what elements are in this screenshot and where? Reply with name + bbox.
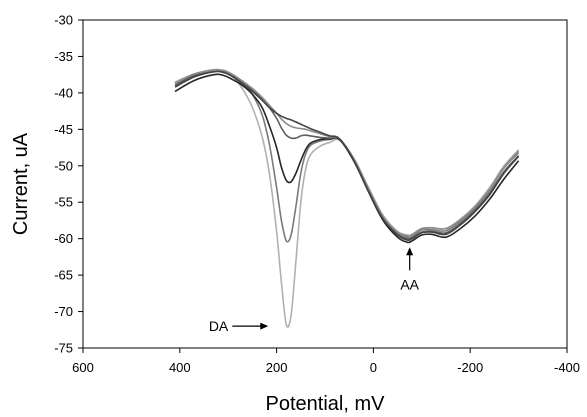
da-arrow-head (260, 322, 269, 330)
x-tick-label: 200 (266, 360, 288, 375)
series-group (174, 68, 520, 328)
series-line-3 (174, 73, 520, 244)
y-tick-label: -50 (54, 158, 73, 173)
y-axis: -30 -35 -40 -45 -50 -55 -60 -65 -70 -75 (54, 13, 83, 356)
y-tick-label: -55 (54, 195, 73, 210)
y-tick-label: -70 (54, 304, 73, 319)
series-line-4 (174, 69, 520, 240)
y-tick-label: -65 (54, 268, 73, 283)
series-line-5 (174, 69, 520, 237)
y-tick-label: -60 (54, 231, 73, 246)
x-axis: 600 400 200 0 -200 -400 (72, 348, 580, 375)
y-tick-label: -40 (54, 85, 73, 100)
y-axis-title: Current, uA (10, 132, 32, 235)
aa-annotation-label: AA (400, 276, 419, 292)
x-tick-label: -200 (457, 360, 483, 375)
y-tick-label: -45 (54, 122, 73, 137)
series-line-6 (174, 70, 520, 242)
plot-area (82, 19, 568, 349)
x-axis-title: Potential, mV (266, 393, 386, 415)
y-tick-label: -35 (54, 49, 73, 64)
x-tick-label: 600 (72, 360, 94, 375)
annotations: DA AA (209, 247, 420, 334)
x-tick-label: 400 (169, 360, 191, 375)
x-tick-label: 0 (370, 360, 377, 375)
da-annotation-label: DA (209, 318, 229, 334)
x-tick-label: -400 (554, 360, 580, 375)
y-tick-label: -30 (54, 13, 73, 28)
aa-arrow-head (406, 247, 414, 256)
y-tick-label: -75 (54, 341, 73, 356)
